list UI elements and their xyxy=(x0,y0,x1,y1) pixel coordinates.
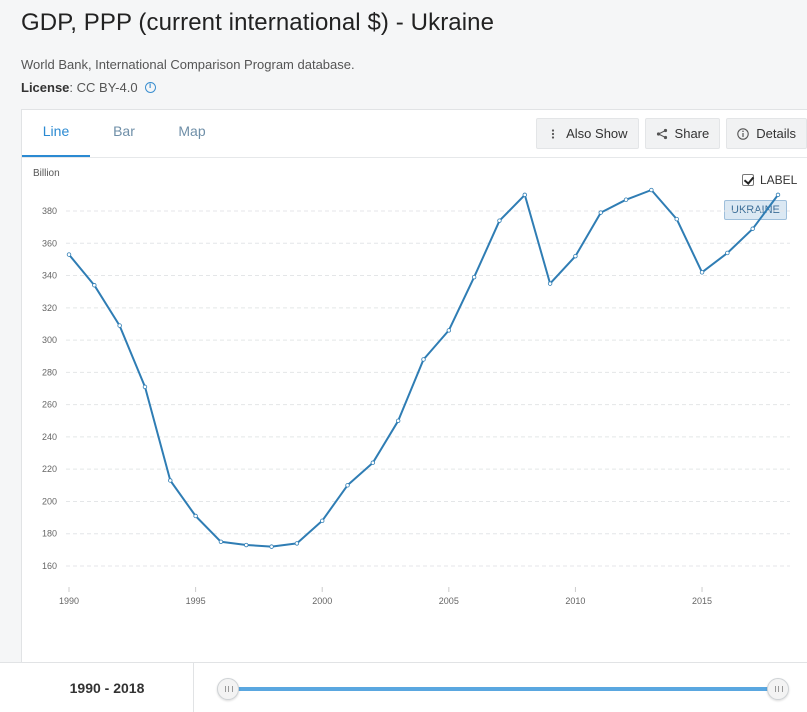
license-label: License xyxy=(21,80,70,95)
y-tick-label: 320 xyxy=(42,303,57,313)
line-chart: Billion 160 180 200 220 240 260 280 300 320 340 360… xyxy=(33,168,790,606)
data-point xyxy=(497,218,502,223)
y-tick-label: 160 xyxy=(42,561,57,571)
tab-line[interactable]: Line xyxy=(22,110,90,158)
data-point xyxy=(92,283,97,288)
page-title: GDP, PPP (current international $) - Ukr… xyxy=(21,9,495,36)
range-text: 1990 - 2018 xyxy=(21,663,194,712)
data-point xyxy=(345,483,350,488)
data-point xyxy=(446,328,452,333)
data-point xyxy=(218,539,224,544)
details-label: Details xyxy=(756,126,796,141)
x-tick-label: 2010 xyxy=(565,596,585,606)
y-tick-label: 200 xyxy=(42,496,57,506)
data-point xyxy=(395,418,401,423)
more-vertical-icon xyxy=(552,128,555,139)
data-point xyxy=(294,541,300,546)
x-tick-label: 1990 xyxy=(59,596,79,606)
source-note: World Bank, International Comparison Pro… xyxy=(21,57,355,72)
data-point xyxy=(421,357,426,362)
y-tick-label: 280 xyxy=(42,367,57,377)
y-tick-label: 240 xyxy=(42,432,57,442)
range-end-handle[interactable] xyxy=(767,678,789,700)
range-slider-bar: 1990 - 2018 xyxy=(0,662,807,712)
tab-bar[interactable]: Bar xyxy=(113,123,135,139)
x-tick-label: 2000 xyxy=(312,596,332,606)
y-tick-label: 180 xyxy=(42,529,57,539)
label-toggle[interactable]: LABEL xyxy=(742,173,797,187)
y-tick-label: 220 xyxy=(42,464,57,474)
license-line: License : CC BY-4.0 xyxy=(21,80,156,95)
data-point xyxy=(750,226,755,231)
x-tick-label: 2005 xyxy=(439,596,459,606)
info-circle-icon xyxy=(737,127,749,140)
also-show-label: Also Show xyxy=(566,126,628,141)
license-value: : CC BY-4.0 xyxy=(69,80,138,95)
info-icon[interactable] xyxy=(144,81,156,93)
y-tick-label: 300 xyxy=(42,335,57,345)
data-point xyxy=(674,216,679,222)
data-point xyxy=(775,192,781,198)
data-point xyxy=(623,197,629,202)
also-show-button[interactable]: Also Show xyxy=(536,118,639,149)
y-tick-label: 340 xyxy=(42,271,57,281)
chart-tabs: Line Bar Map xyxy=(22,110,226,158)
data-point xyxy=(725,250,730,256)
data-point xyxy=(269,544,274,549)
toolbar: Also Show Share Details xyxy=(536,118,807,149)
share-icon xyxy=(656,128,667,139)
label-checkbox[interactable] xyxy=(742,174,754,186)
y-tick-label: 260 xyxy=(42,400,57,410)
data-point xyxy=(117,323,122,328)
data-point xyxy=(370,460,376,465)
y-axis-unit-label: Billion xyxy=(33,168,60,179)
data-point xyxy=(320,518,325,524)
data-point xyxy=(142,384,148,390)
data-point xyxy=(193,513,198,519)
data-point xyxy=(471,274,477,280)
x-tick-label: 2015 xyxy=(692,596,712,606)
data-point xyxy=(522,192,527,198)
share-button[interactable]: Share xyxy=(644,118,721,149)
share-label: Share xyxy=(674,126,710,141)
range-start-handle[interactable] xyxy=(217,678,239,700)
data-point xyxy=(598,210,603,215)
data-point xyxy=(66,252,72,257)
range-slider-track[interactable] xyxy=(228,687,778,691)
data-point xyxy=(573,253,578,259)
data-point xyxy=(168,478,173,483)
chart-card: Line Bar Map Also Show Share Details LAB… xyxy=(21,109,807,669)
label-toggle-text: LABEL xyxy=(760,173,798,187)
data-point xyxy=(699,270,705,275)
y-tick-label: 380 xyxy=(42,206,57,216)
tab-map[interactable]: Map xyxy=(178,123,206,139)
data-point xyxy=(649,187,654,193)
tab-divider xyxy=(22,157,807,158)
details-button[interactable]: Details xyxy=(726,118,807,149)
x-tick-label: 1995 xyxy=(186,596,206,606)
y-tick-label: 360 xyxy=(42,238,57,248)
data-point xyxy=(244,542,249,548)
data-point xyxy=(547,281,553,286)
